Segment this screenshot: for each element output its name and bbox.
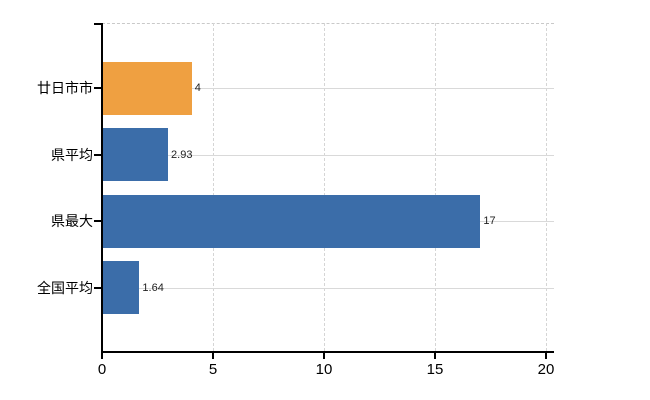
- x-tick-label: 0: [97, 361, 107, 378]
- category-label: 県最大: [51, 213, 93, 229]
- bar-value-label: 1.64: [142, 281, 164, 294]
- bar-2: [103, 128, 169, 181]
- bar-value-label: 2.93: [171, 148, 193, 161]
- y-axis-tick: [94, 286, 101, 289]
- x-axis-tick: [434, 352, 436, 359]
- bar-1: [103, 61, 192, 115]
- x-gridline: [435, 23, 436, 351]
- y-axis-tick: [94, 153, 101, 156]
- x-tick-label: 5: [208, 361, 218, 378]
- x-gridline: [324, 23, 325, 351]
- y-axis-line: [101, 23, 103, 353]
- x-axis-tick: [323, 352, 325, 359]
- bar-3: [103, 194, 481, 248]
- y-gridline: [102, 88, 554, 89]
- x-tick-label: 20: [537, 361, 555, 378]
- plot-top-border: [102, 23, 554, 24]
- x-axis-tick: [212, 352, 214, 359]
- x-axis-tick: [545, 352, 547, 359]
- x-tick-label: 15: [426, 361, 444, 378]
- x-axis-tick: [101, 352, 103, 359]
- y-axis-top-tick: [94, 23, 101, 25]
- category-label: 全国平均: [37, 279, 93, 296]
- y-gridline: [102, 154, 554, 156]
- bar-4: [103, 261, 140, 314]
- y-axis-tick: [94, 220, 101, 222]
- y-gridline: [102, 287, 554, 289]
- x-axis-line: [101, 351, 554, 353]
- y-axis-tick: [94, 87, 101, 89]
- category-label: 県平均: [51, 146, 93, 163]
- category-label: 廿日市市: [37, 80, 93, 96]
- bar-value-label: 4: [194, 82, 201, 94]
- bar-value-label: 17: [483, 215, 496, 227]
- x-tick-label: 10: [315, 361, 333, 378]
- x-gridline: [546, 23, 547, 351]
- x-gridline: [213, 23, 214, 351]
